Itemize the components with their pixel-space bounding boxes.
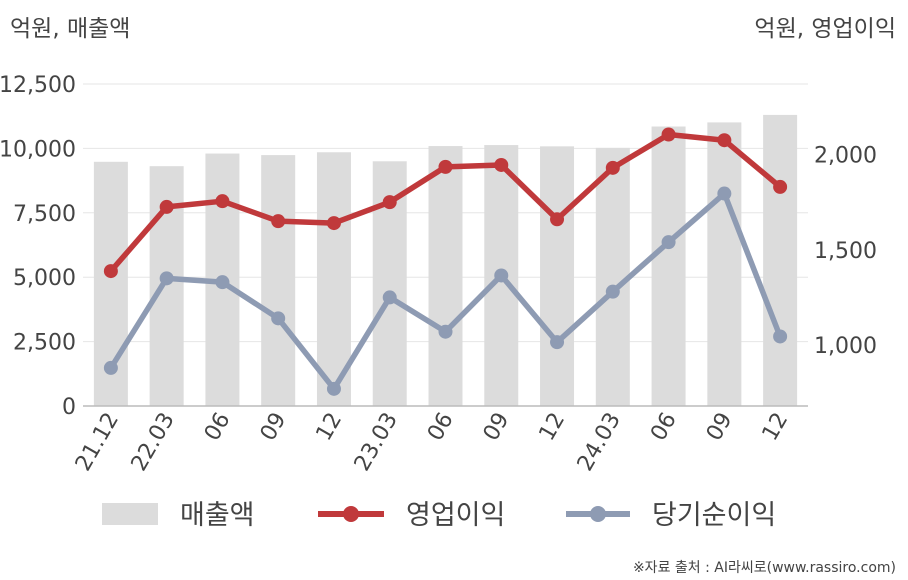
operating-profit-point — [661, 127, 676, 142]
left-tick-labels: 0 2,500 5,000 7,500 10,000 12,500 — [0, 73, 76, 420]
operating-profit-point — [159, 199, 174, 214]
net-income-point — [438, 324, 453, 339]
x-tick-labels: 21.12 22.03 06 09 12 23.03 06 09 12 24.03 06 09 12 — [71, 409, 793, 476]
revenue-bar — [261, 155, 296, 406]
x-tick-label: 21.12 — [71, 409, 124, 476]
right-tick-labels: 1,000 1,500 2,000 — [814, 143, 877, 359]
net-income-point — [717, 186, 732, 201]
x-tick-label: 09 — [702, 409, 738, 446]
legend-marker-operating-profit — [343, 506, 359, 522]
net-income-point — [773, 329, 788, 344]
operating-profit-point — [382, 195, 397, 210]
revenue-bar — [316, 152, 351, 406]
left-axis-label: 억원, 매출액 — [10, 16, 130, 42]
revenue-bars — [93, 114, 798, 407]
operating-profit-point — [717, 133, 732, 148]
x-tick-label: 09 — [479, 409, 515, 446]
x-tick-label: 12 — [312, 409, 348, 446]
legend-marker-net-income — [590, 506, 606, 522]
revenue-bar — [540, 146, 575, 406]
right-tick-label: 2,000 — [814, 143, 877, 168]
net-income-point — [382, 290, 397, 305]
operating-profit-point — [605, 160, 620, 175]
x-tick-label: 24.03 — [573, 409, 626, 476]
net-income-point — [605, 284, 620, 299]
legend-label-operating-profit: 영업이익 — [406, 500, 505, 531]
net-income-point — [215, 275, 230, 290]
x-tick-label: 09 — [256, 409, 292, 446]
left-tick-label: 12,500 — [0, 73, 76, 98]
x-tick-label: 06 — [423, 409, 459, 446]
x-tick-label: 22.03 — [127, 409, 180, 476]
operating-profit-point — [326, 216, 341, 231]
left-tick-label: 0 — [62, 395, 76, 420]
legend-label-revenue: 매출액 — [180, 500, 255, 531]
right-tick-label: 1,500 — [814, 239, 877, 264]
line-series — [103, 127, 788, 396]
revenue-bar — [595, 147, 630, 406]
net-income-point — [661, 235, 676, 250]
operating-profit-point — [438, 159, 453, 174]
legend-swatch-revenue — [102, 503, 158, 525]
right-axis-label: 억원, 영업이익 — [754, 16, 896, 42]
net-income-point — [494, 268, 509, 283]
left-tick-label: 7,500 — [13, 202, 76, 227]
left-tick-label: 10,000 — [0, 137, 76, 162]
revenue-bar — [651, 126, 686, 406]
x-tick-label: 06 — [646, 409, 682, 446]
x-tick-label: 23.03 — [350, 409, 403, 476]
revenue-bar — [763, 114, 798, 407]
left-tick-label: 2,500 — [13, 331, 76, 356]
operating-profit-point — [550, 212, 565, 227]
operating-profit-point — [271, 214, 286, 229]
legend-label-net-income: 당기순이익 — [652, 500, 776, 531]
x-tick-label: 06 — [200, 409, 236, 446]
operating-profit-point — [103, 264, 118, 279]
operating-profit-point — [773, 179, 788, 194]
operating-profit-point — [494, 157, 509, 172]
source-note: ※자료 출처 : AI라씨로(www.rassiro.com) — [633, 560, 896, 576]
net-income-point — [103, 360, 118, 375]
revenue-bar — [428, 146, 463, 406]
net-income-point — [159, 271, 174, 286]
left-tick-label: 5,000 — [13, 266, 76, 291]
right-tick-label: 1,000 — [814, 334, 877, 359]
revenue-bar — [707, 122, 742, 407]
legend: 매출액 영업이익 당기순이익 — [102, 500, 776, 531]
net-income-point — [271, 311, 286, 326]
net-income-point — [326, 381, 341, 396]
net-income-point — [550, 335, 565, 350]
x-tick-label: 12 — [758, 409, 794, 446]
operating-profit-point — [215, 194, 230, 209]
x-tick-label: 12 — [535, 409, 571, 446]
